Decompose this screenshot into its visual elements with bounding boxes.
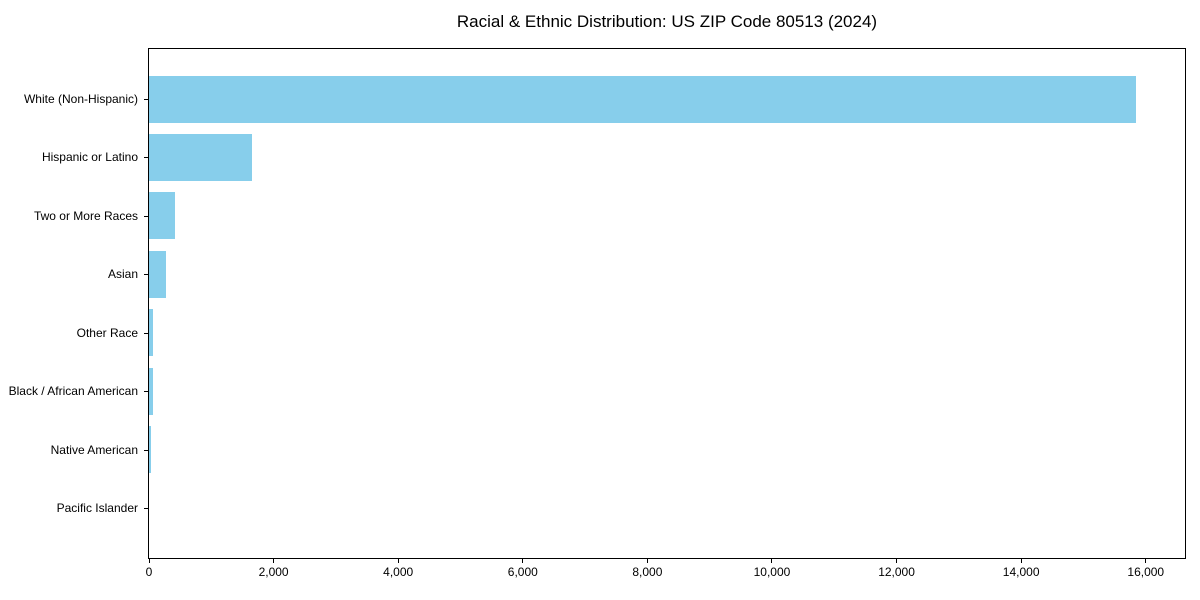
y-tick-label: Hispanic or Latino	[41, 150, 138, 165]
y-tick-mark	[144, 274, 148, 276]
y-tick-label: Two or More Races	[33, 208, 138, 223]
x-tick-label: 12,000	[878, 565, 915, 579]
bar-hispanic-or-latino	[149, 133, 252, 181]
x-tick-label: 16,000	[1127, 565, 1165, 579]
x-tick-mark	[522, 559, 524, 563]
x-tick-mark	[1020, 559, 1022, 563]
x-tick-mark	[148, 559, 150, 563]
x-tick-label: 2,000	[258, 565, 289, 579]
x-tick-label: 4,000	[383, 565, 414, 579]
y-tick-mark	[144, 449, 148, 451]
bar-black-african-american	[149, 367, 153, 415]
y-tick-mark	[144, 332, 148, 334]
chart-title: Racial & Ethnic Distribution: US ZIP Cod…	[456, 12, 878, 31]
x-tick-mark	[397, 559, 399, 563]
x-tick-label: 0	[145, 565, 153, 579]
y-tick-mark	[144, 508, 148, 509]
y-tick-mark	[144, 157, 148, 159]
y-tick-label: Native American	[50, 442, 138, 457]
plot-area	[148, 48, 1186, 559]
y-tick-label: White (Non-Hispanic)	[23, 92, 138, 106]
y-tick-label: Black / African American	[8, 384, 138, 399]
x-tick-mark	[646, 559, 648, 563]
y-tick-label: Pacific Islander	[56, 501, 138, 515]
x-tick-mark	[771, 559, 773, 563]
bar-two-or-more-races	[149, 192, 176, 240]
bar-native-american	[149, 426, 152, 474]
x-tick-label: 8,000	[632, 565, 663, 579]
x-tick-mark	[273, 559, 275, 563]
x-tick-mark	[1145, 559, 1147, 563]
y-tick-mark	[144, 215, 148, 217]
x-tick-mark	[896, 559, 898, 563]
bar-other-race	[149, 309, 154, 357]
y-tick-mark	[144, 391, 148, 393]
bar-asian	[149, 250, 166, 298]
x-tick-label: 10,000	[753, 565, 791, 579]
x-tick-label: 6,000	[507, 565, 538, 579]
x-tick-label: 14,000	[1002, 565, 1040, 579]
bar-white-non-hispanic	[149, 75, 1136, 123]
y-tick-label: Asian	[107, 267, 138, 282]
y-tick-label: Other Race	[76, 325, 138, 340]
y-tick-mark	[144, 99, 148, 100]
